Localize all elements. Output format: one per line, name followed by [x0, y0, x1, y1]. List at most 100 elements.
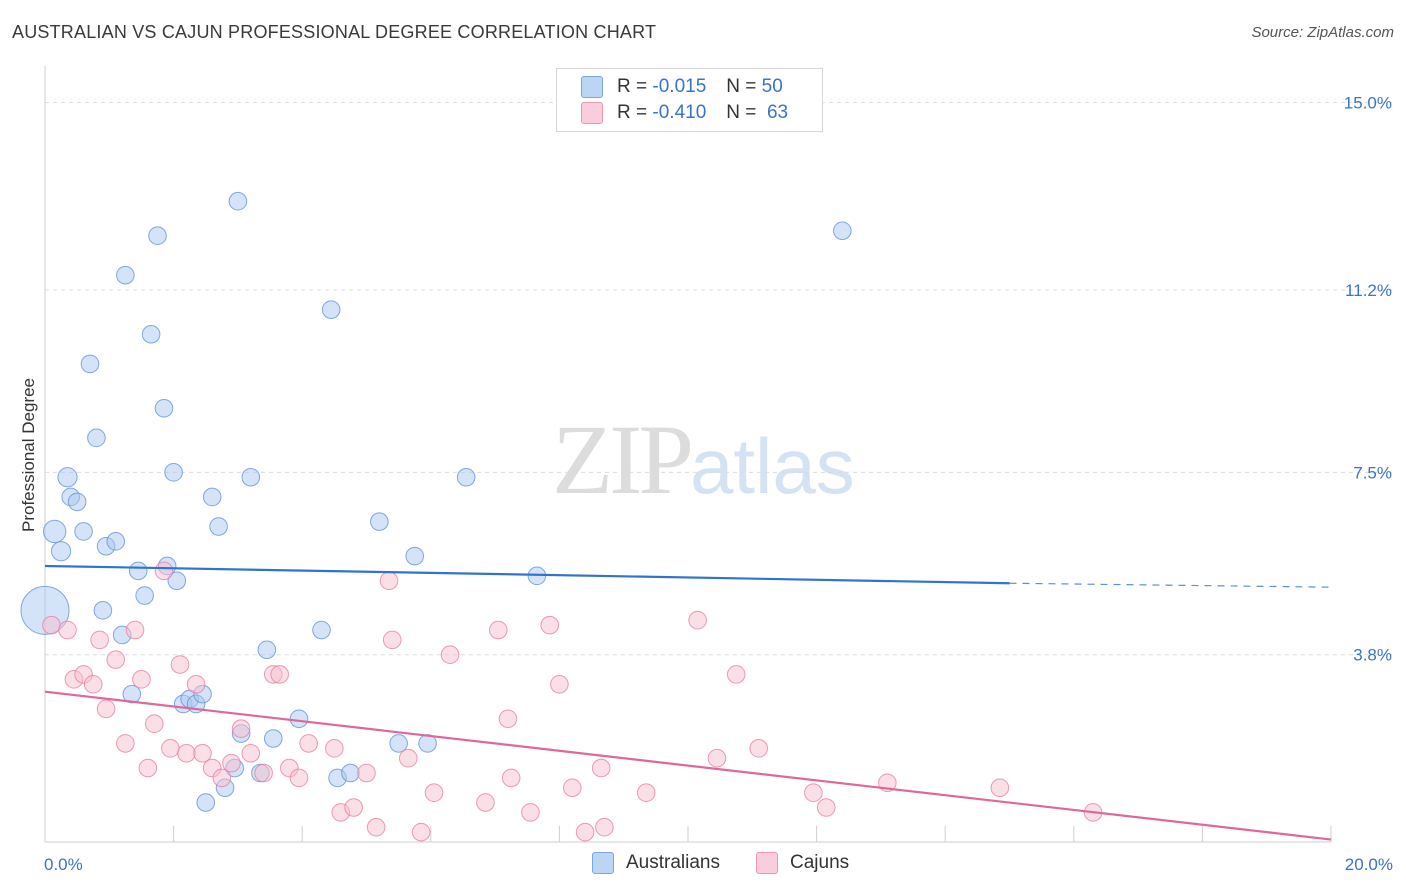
- point-australians: [67, 492, 87, 512]
- series-label-cajuns: Cajuns: [790, 852, 850, 873]
- point-australians: [106, 532, 126, 551]
- point-australians: [93, 601, 113, 620]
- point-australians: [196, 793, 216, 812]
- point-australians: [74, 522, 93, 541]
- point-cajuns: [241, 743, 261, 763]
- point-cajuns: [498, 709, 518, 729]
- point-australians: [456, 467, 476, 487]
- point-australians: [128, 561, 148, 581]
- point-cajuns: [707, 748, 727, 768]
- grid-lines: [45, 102, 1392, 656]
- point-cajuns: [440, 645, 460, 664]
- point-cajuns: [132, 670, 151, 689]
- point-cajuns: [145, 714, 164, 734]
- point-cajuns: [106, 650, 126, 669]
- point-cajuns: [575, 822, 595, 842]
- legend-n-value: 63: [766, 102, 789, 123]
- watermark-atlas: atlas: [690, 422, 855, 510]
- point-australians: [122, 684, 142, 704]
- point-cajuns: [325, 739, 344, 758]
- legend-n-label: N =: [726, 76, 757, 97]
- series-swatch-australians: [592, 852, 614, 874]
- series-swatch-cajuns: [756, 852, 778, 874]
- point-cajuns: [138, 758, 158, 778]
- axes: [44, 66, 1332, 843]
- legend-r-value: -0.015: [652, 76, 707, 97]
- point-australians: [202, 487, 222, 507]
- y-tick-label: 15.0%: [1344, 94, 1392, 113]
- point-cajuns: [726, 665, 746, 684]
- trend-line-cajuns: [44, 690, 1332, 841]
- point-cajuns: [90, 630, 109, 650]
- point-australians: [312, 620, 331, 640]
- point-cajuns: [476, 793, 495, 812]
- legend-r-label: R =: [617, 102, 648, 123]
- point-cajuns: [254, 763, 273, 783]
- point-australians: [116, 265, 135, 285]
- watermark-zip: ZIP: [552, 404, 694, 515]
- point-cajuns: [379, 571, 399, 591]
- series-legend-australians[interactable]: Australians: [592, 852, 720, 874]
- point-australians: [228, 191, 248, 211]
- point-cajuns: [193, 743, 212, 763]
- legend-swatch-australians: [581, 76, 603, 98]
- trend-extension-australians: [1009, 582, 1332, 588]
- point-cajuns: [424, 783, 444, 803]
- legend-n-label: N =: [726, 102, 757, 123]
- point-australians: [833, 221, 852, 241]
- point-cajuns: [170, 655, 190, 674]
- point-cajuns: [804, 783, 823, 803]
- point-cajuns: [382, 630, 402, 650]
- point-cajuns: [688, 610, 707, 630]
- point-australians: [389, 734, 408, 753]
- point-australians: [241, 467, 261, 487]
- point-australians: [87, 428, 106, 448]
- point-cajuns: [83, 674, 103, 694]
- legend-row-cajuns: R = -0.410 N = 63: [581, 101, 788, 125]
- point-cajuns: [357, 763, 376, 783]
- point-cajuns: [749, 739, 769, 758]
- legend-n-value: 50: [761, 76, 783, 97]
- y-axis-label: Professional Degree: [19, 378, 38, 532]
- point-cajuns: [42, 615, 61, 635]
- point-cajuns: [398, 748, 418, 768]
- point-cajuns: [289, 768, 309, 788]
- point-cajuns: [154, 561, 174, 581]
- point-australians: [135, 586, 154, 605]
- point-cajuns: [299, 734, 318, 753]
- watermark: ZIPatlas: [552, 402, 855, 517]
- point-cajuns: [990, 778, 1010, 798]
- point-cajuns: [96, 699, 116, 719]
- legend-row-australians: R = -0.015 N = 50: [581, 75, 783, 99]
- series-legend-cajuns[interactable]: Cajuns: [756, 852, 849, 874]
- series-label-australians: Australians: [626, 852, 720, 873]
- y-tick-label: 7.5%: [1353, 463, 1392, 482]
- legend-r-value: -0.410: [652, 102, 707, 123]
- point-cajuns: [58, 620, 77, 640]
- point-cajuns: [186, 674, 206, 694]
- correlation-legend: R = -0.015 N = 50 R = -0.410 N = 63: [556, 68, 823, 132]
- point-cajuns: [501, 768, 521, 788]
- point-australians: [289, 709, 309, 729]
- point-australians: [80, 354, 100, 374]
- point-cajuns: [344, 798, 363, 817]
- point-australians: [257, 640, 277, 660]
- point-cajuns: [521, 803, 540, 822]
- point-australians: [141, 325, 161, 344]
- point-cajuns: [540, 615, 560, 635]
- point-cajuns: [489, 620, 508, 640]
- y-tick-label: 11.2%: [1345, 281, 1392, 300]
- source-label: Source: ZipAtlas.com: [1251, 24, 1394, 41]
- point-cajuns: [595, 817, 614, 837]
- trend-line-australians: [44, 564, 1010, 585]
- point-cajuns: [816, 798, 836, 817]
- point-cajuns: [366, 817, 386, 837]
- trend-lines: [44, 564, 1332, 841]
- point-cajuns: [270, 665, 289, 684]
- y-tick-label: 3.8%: [1353, 646, 1392, 665]
- chart-title: AUSTRALIAN VS CAJUN PROFESSIONAL DEGREE …: [12, 22, 657, 42]
- point-australians: [341, 763, 360, 783]
- point-australians: [263, 729, 283, 748]
- point-australians: [148, 226, 167, 246]
